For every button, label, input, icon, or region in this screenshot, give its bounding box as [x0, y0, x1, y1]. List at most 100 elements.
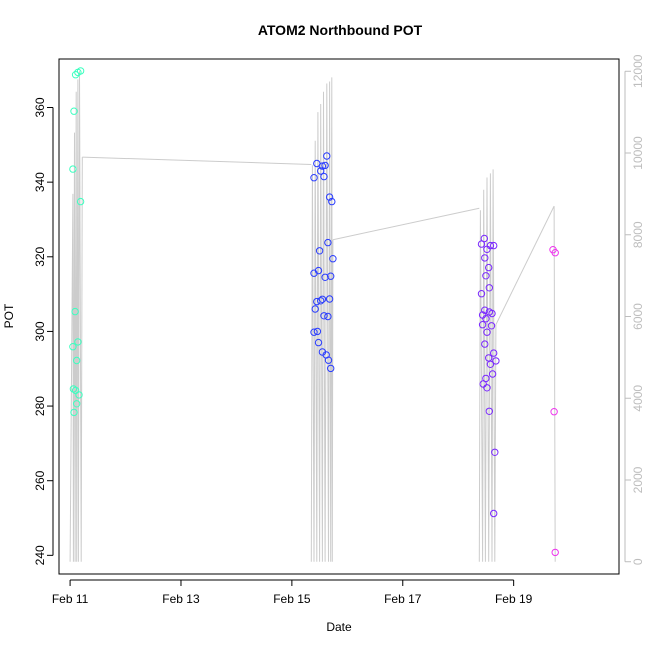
data-point-group3	[481, 340, 489, 348]
data-point-group3	[477, 290, 486, 298]
y-tick-label: 240	[33, 545, 47, 565]
plot-frame	[58, 58, 620, 575]
data-point-group3	[491, 448, 499, 456]
data-point-group1	[70, 107, 78, 115]
data-point-group1	[75, 391, 83, 399]
data-point-group1	[69, 165, 77, 173]
data-point-group1	[69, 385, 78, 393]
x-tick-label: Feb 13	[162, 592, 200, 606]
right-tick-label: 10000	[631, 136, 645, 170]
data-point-group2	[320, 172, 328, 181]
data-point-group2	[323, 152, 331, 160]
data-point-group1	[74, 338, 82, 346]
y-axis: 240 260 280 300 320 340 360	[33, 97, 54, 565]
data-point-group3	[487, 322, 496, 330]
data-point-group2	[325, 193, 334, 201]
data-point-group2	[324, 312, 332, 321]
chart-title: ATOM2 Northbound POT	[258, 22, 423, 38]
data-point-group4	[551, 249, 559, 257]
data-point-group2	[310, 174, 318, 182]
x-tick-label: Feb 15	[273, 592, 311, 606]
x-tick-label: Feb 17	[384, 592, 422, 606]
y-axis-label: POT	[2, 303, 16, 328]
x-axis: Feb 11 Feb 13 Feb 15 Feb 17 Feb 19	[52, 579, 533, 606]
cumulative-line-segment	[332, 207, 480, 241]
data-point-group2	[317, 167, 325, 175]
y-tick-label: 340	[33, 172, 47, 192]
cumulative-line-segment	[553, 206, 556, 562]
data-point-group3	[482, 315, 490, 323]
cumulative-line-layer	[69, 71, 556, 562]
y-tick-label: 300	[33, 321, 47, 341]
data-point-group1	[69, 343, 77, 351]
cumulative-line-segment	[310, 77, 334, 562]
right-tick-label: 4000	[631, 385, 645, 412]
right-tick-label: 6000	[631, 303, 645, 330]
data-point-group3	[490, 241, 498, 250]
data-point-group3	[486, 241, 495, 250]
data-point-group3	[486, 360, 495, 368]
data-point-group3	[478, 321, 487, 329]
cumulative-line-segment	[82, 156, 312, 165]
y-tick-label: 320	[33, 246, 47, 266]
data-point-group3	[485, 407, 493, 415]
data-point-group3	[485, 284, 493, 292]
data-point-group2	[318, 295, 327, 303]
y-tick-label: 360	[33, 97, 47, 117]
cumulative-line-segment	[495, 205, 555, 325]
data-point-group2	[313, 327, 322, 336]
y-tick-label: 260	[33, 470, 47, 490]
data-point-group2	[311, 305, 319, 313]
data-point-group2	[315, 247, 324, 255]
data-point-group1	[76, 197, 85, 206]
data-point-group3	[479, 380, 487, 388]
data-point-group3	[488, 370, 497, 378]
data-point-group1	[71, 71, 80, 79]
cumulative-line-segment	[478, 169, 497, 562]
data-point-group1	[71, 307, 79, 316]
data-point-group3	[480, 234, 488, 243]
data-point-group4	[551, 548, 559, 557]
data-point-group3	[490, 349, 498, 357]
data-point-group1	[76, 67, 85, 75]
data-point-group3	[481, 254, 489, 262]
data-point-group2	[329, 255, 337, 263]
data-point-group3	[485, 263, 493, 272]
right-tick-label: 0	[631, 558, 645, 565]
data-point-group2	[324, 238, 332, 247]
data-point-group2	[321, 273, 329, 281]
data-point-group2	[314, 338, 323, 347]
data-point-group2	[314, 266, 323, 275]
data-point-group2	[324, 356, 333, 364]
data-point-group2	[317, 297, 325, 305]
data-point-layer	[69, 67, 559, 557]
data-point-group2	[320, 312, 328, 320]
data-point-group3	[492, 357, 500, 365]
right-tick-label: 8000	[631, 221, 645, 248]
data-point-group2	[318, 162, 327, 170]
data-point-group3	[481, 306, 489, 314]
data-point-group3	[488, 309, 496, 318]
data-point-group1	[70, 408, 78, 417]
data-point-group1	[73, 400, 81, 408]
y-tick-label: 280	[33, 396, 47, 416]
data-point-group4	[550, 408, 558, 416]
x-axis-label: Date	[326, 620, 352, 634]
right-tick-label: 2000	[631, 466, 645, 493]
data-point-group2	[310, 328, 318, 336]
x-tick-label: Feb 19	[495, 592, 533, 606]
data-point-group3	[483, 328, 491, 336]
data-point-group1	[73, 356, 81, 365]
x-tick-label: Feb 11	[52, 592, 89, 606]
data-point-group3	[490, 509, 498, 518]
data-point-group2	[328, 197, 336, 206]
right-axis: 0 2000 4000 6000 8000 10000 12000	[624, 54, 645, 565]
data-point-group2	[325, 295, 334, 303]
data-point-group2	[327, 272, 335, 280]
cumulative-line-segment	[69, 71, 83, 562]
right-tick-label: 12000	[631, 54, 645, 88]
data-point-group3	[482, 272, 490, 280]
data-point-group3	[483, 384, 491, 392]
data-point-group2	[327, 364, 335, 373]
